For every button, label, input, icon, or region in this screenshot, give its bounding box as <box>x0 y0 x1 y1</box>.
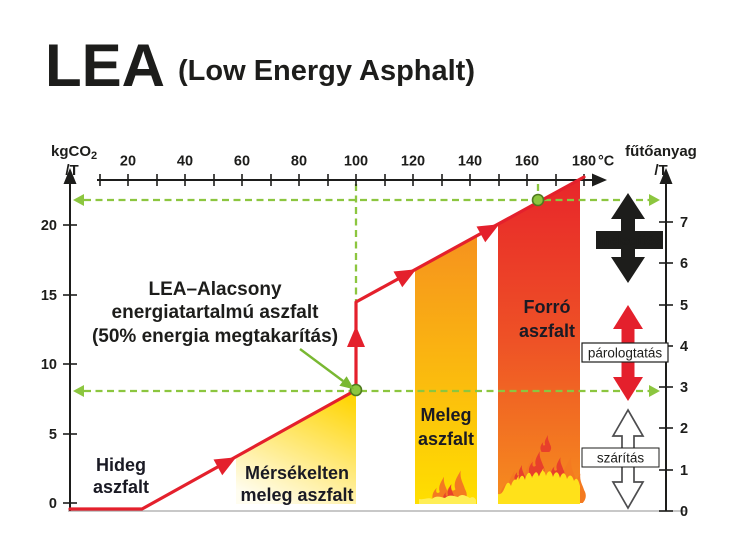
right-axis-unit-per: /T <box>654 162 667 179</box>
flames-meleg <box>419 470 476 504</box>
axis-tick-label: 5 <box>680 298 688 314</box>
axis-tick-label: 40 <box>177 154 193 170</box>
axis-tick-label: 4 <box>680 339 688 355</box>
axis-tick-label: 10 <box>41 357 57 373</box>
axis-tick-label: 15 <box>41 288 57 304</box>
asphalt-regions <box>236 179 580 504</box>
label-hideg: Hideg <box>96 455 146 475</box>
axis-tick-label: 100 <box>344 154 368 170</box>
arrow-upright-icon <box>213 457 237 476</box>
right-axis-ticks <box>659 221 673 512</box>
label-hideg: aszfalt <box>93 477 149 497</box>
marker-lea-point <box>349 383 363 397</box>
heating-label: melegítés <box>597 232 662 248</box>
axis-tick-label: 2 <box>680 421 688 437</box>
axis-tick-label: 60 <box>234 154 250 170</box>
dashed-line-arrowheads <box>73 194 660 397</box>
axis-tick-label: 6 <box>680 256 688 272</box>
axis-tick-label: 80 <box>291 154 307 170</box>
arrow-left-icon <box>73 385 84 397</box>
axis-arrowheads <box>63 168 673 187</box>
arrow-upright-icon <box>393 269 417 288</box>
label-mersekelt: meleg aszfalt <box>240 485 353 505</box>
heating-band <box>596 231 663 249</box>
lea-annotation: LEA–Alacsony energiatartalmú aszfalt (50… <box>92 279 355 390</box>
axis-tick-label: 0 <box>680 504 688 520</box>
right-axis-unit: fűtőanyag <box>625 143 697 160</box>
annotation-line2: energiatartalmú aszfalt <box>112 302 320 323</box>
left-axis-ticks <box>63 224 77 504</box>
arrow-left-icon <box>73 194 84 206</box>
marker-hot-asphalt-point <box>531 193 545 207</box>
drying-label: szárítás <box>597 451 645 466</box>
annotation-pointer-line <box>299 348 344 382</box>
chart-title: LEA (Low Energy Asphalt) <box>45 32 475 99</box>
page-subtitle: (Low Energy Asphalt) <box>178 55 475 87</box>
arrow-up-icon <box>63 168 77 184</box>
flame-base <box>419 495 476 504</box>
region-mersekelt-meleg <box>236 390 356 504</box>
axes: 20 40 60 80 100 120 140 160 180 °C 0 5 1… <box>41 143 697 520</box>
left-axis-tick-labels: 0 5 10 15 20 <box>41 218 57 512</box>
axis-tick-label: 0 <box>49 496 57 512</box>
emission-line-series <box>68 175 586 511</box>
celsius-unit-label: °C <box>598 154 615 170</box>
arrow-downright-icon <box>339 376 355 390</box>
arrow-right-icon <box>649 194 660 206</box>
region-meleg <box>415 236 477 504</box>
evaporation-box <box>581 342 669 363</box>
axis-tick-label: 180 <box>572 154 596 170</box>
axis-tick-label: 1 <box>680 463 688 479</box>
label-forro: aszfalt <box>519 321 575 341</box>
drying-box <box>581 447 660 468</box>
label-mersekelt: Mérsékelten <box>245 463 349 483</box>
label-meleg: aszfalt <box>418 429 474 449</box>
region-forro <box>498 179 580 504</box>
axis-tick-label: 120 <box>401 154 425 170</box>
asphalt-category-labels: Hideg aszfalt Mérsékelten meleg aszfalt … <box>93 297 575 505</box>
page-title: LEA <box>45 32 165 99</box>
arrow-upright-icon <box>476 224 500 243</box>
top-axis-ticks <box>99 174 585 186</box>
axis-tick-label: 160 <box>515 154 539 170</box>
left-axis-unit-per: /T <box>65 162 78 179</box>
arrow-up-icon <box>659 168 673 184</box>
annotation-line3: (50% energia megtakarítás) <box>92 326 338 347</box>
top-axis-tick-labels: 20 40 60 80 100 120 140 160 180 °C <box>120 154 615 170</box>
axis-tick-label: 7 <box>680 215 688 231</box>
arrow-right-icon <box>649 385 660 397</box>
evaporation-label: párologtatás <box>588 346 663 361</box>
arrow-up-icon <box>347 326 365 347</box>
label-meleg: Meleg <box>420 405 471 425</box>
flames-forro <box>498 434 586 504</box>
axis-tick-label: 20 <box>120 154 136 170</box>
emission-line-arrowheads <box>213 224 500 476</box>
label-forro: Forró <box>524 297 571 317</box>
left-axis-unit: kgCO2 <box>51 143 97 162</box>
axis-tick-label: 5 <box>49 427 57 443</box>
right-axis-tick-labels: 0 1 2 3 4 5 6 7 <box>680 215 688 520</box>
process-arrows: melegítés párologtatás szárítás <box>581 193 669 510</box>
axis-tick-label: 20 <box>41 218 57 234</box>
annotation-line1: LEA–Alacsony <box>148 279 281 300</box>
axis-tick-label: 3 <box>680 380 688 396</box>
axis-tick-label: 140 <box>458 154 482 170</box>
arrow-right-icon <box>592 173 607 187</box>
